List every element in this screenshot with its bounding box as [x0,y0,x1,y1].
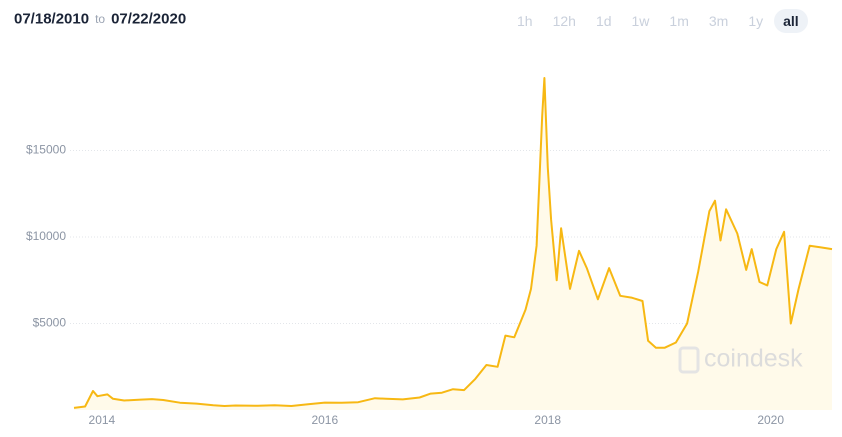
price-line [73,77,833,409]
plot: $5000 $10000 $15000 2014 2016 2018 2020 [26,77,833,427]
range-button[interactable]: 12h [552,13,576,29]
range-buttons: 1h 12h 1d 1w 1m 3m 1y all [508,9,810,33]
range-button[interactable]: 1m [669,13,689,29]
x-tick-label: 2016 [311,413,338,427]
from-date: 07/18/2010 [14,10,90,28]
range-button[interactable]: all [774,9,808,33]
y-tick-label: $10000 [26,229,66,243]
range-button[interactable]: 1y [748,13,764,29]
range-button[interactable]: 1w [631,13,650,29]
x-tick-label: 2018 [534,413,561,427]
watermark-text: coindesk [704,345,803,373]
to-date: 07/22/2020 [111,10,187,28]
y-tick-label: $5000 [33,316,67,330]
x-tick-label: 2014 [89,413,116,427]
range-button[interactable]: 1d [595,13,612,29]
range-button[interactable]: 1h [517,13,533,29]
to-label: to [95,12,106,27]
watermark: coindesk [678,345,803,374]
date-range: 07/18/2010 to 07/22/2020 [14,10,186,28]
area [74,78,832,410]
range-button[interactable]: 3m [708,13,729,29]
y-tick-label: $15000 [26,143,66,157]
watermark-icon [678,346,700,374]
x-tick-label: 2020 [757,413,784,427]
